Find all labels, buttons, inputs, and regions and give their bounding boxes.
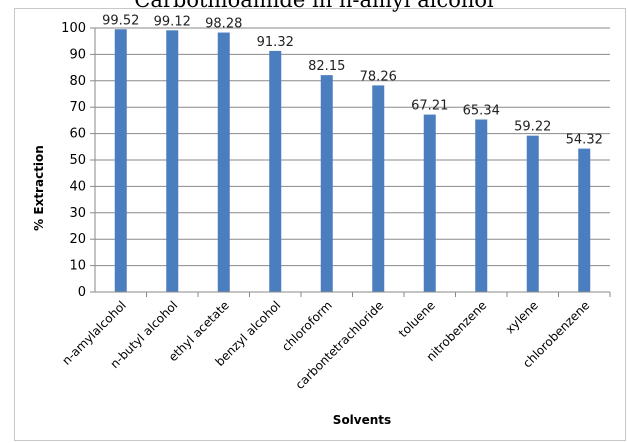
y-tick-label: 30 bbox=[69, 206, 86, 221]
gridlines bbox=[95, 27, 610, 267]
data-label: 54.32 bbox=[566, 133, 603, 148]
y-tick-labels: 0 10 20 30 40 50 60 70 80 90 100 bbox=[61, 21, 95, 300]
data-label: 59.22 bbox=[514, 120, 551, 135]
bars bbox=[114, 29, 591, 293]
bar bbox=[526, 135, 539, 292]
x-tick-label: xylene bbox=[503, 298, 541, 336]
bar bbox=[114, 29, 127, 292]
x-tick-label: carbontetrachloride bbox=[293, 298, 387, 392]
bar bbox=[475, 119, 488, 292]
bar bbox=[166, 30, 179, 292]
data-label: 67.21 bbox=[411, 99, 448, 114]
bar bbox=[217, 32, 230, 292]
y-tick-label: 10 bbox=[69, 259, 86, 274]
y-tick-label: 0 bbox=[78, 285, 86, 300]
data-labels: 99.52 99.12 98.28 91.32 82.15 78.26 67.21 65.34… bbox=[102, 13, 603, 147]
bar bbox=[372, 85, 385, 292]
y-tick-label: 70 bbox=[69, 100, 86, 115]
y-tick-label: 50 bbox=[69, 153, 86, 168]
y-tick-label: 20 bbox=[69, 232, 86, 247]
data-label: 99.52 bbox=[102, 13, 139, 28]
y-tick-label: 40 bbox=[69, 179, 86, 194]
y-tick-label: 90 bbox=[69, 47, 86, 62]
y-tick-label: 100 bbox=[61, 21, 86, 36]
data-label: 65.34 bbox=[463, 104, 500, 119]
bar bbox=[269, 50, 282, 293]
data-label: 78.26 bbox=[360, 69, 397, 84]
x-tick-label: toluene bbox=[396, 298, 438, 340]
bar bbox=[320, 75, 333, 293]
x-tick-label: chloroform bbox=[279, 298, 335, 354]
bar bbox=[423, 114, 436, 292]
chart-title: Carbothioamide in n-amyl alcohol bbox=[134, 0, 494, 12]
data-label: 99.12 bbox=[154, 14, 191, 29]
y-tick-label: 60 bbox=[69, 127, 86, 142]
x-axis-title: Solvents bbox=[333, 413, 391, 427]
y-tick-label: 80 bbox=[69, 74, 86, 89]
y-axis-title: % Extraction bbox=[32, 145, 46, 231]
data-label: 98.28 bbox=[205, 17, 242, 32]
data-label: 82.15 bbox=[308, 59, 345, 74]
bar bbox=[578, 148, 591, 292]
data-label: 91.32 bbox=[257, 35, 294, 50]
chart-border bbox=[14, 8, 626, 441]
